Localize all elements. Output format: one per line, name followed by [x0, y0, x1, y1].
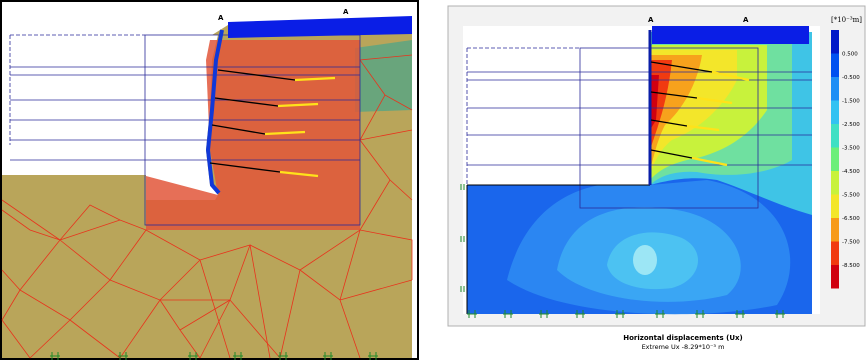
legend-value-label: -0.500: [842, 75, 860, 81]
legend-value-label: -5.500: [842, 193, 860, 199]
legend-value-label: -6.500: [842, 216, 860, 222]
legend-value-label: -1.500: [842, 99, 860, 105]
legend-swatch: [831, 100, 839, 124]
legend-value-label: -2.500: [842, 122, 860, 128]
surface-load-plate: [652, 26, 809, 44]
plot-caption-title: Horizontal displacements (Ux): [623, 334, 742, 342]
ground-anchors: [650, 61, 750, 167]
plot-caption-extreme: Extreme Ux -8.29*10⁻³ m: [642, 343, 725, 351]
soil-layer-top: [355, 40, 412, 112]
legend-swatch: [831, 171, 839, 195]
legend-values: 0.500 -0.500 -1.500 -2.500 -3.500 -4.500 -5.50…: [842, 52, 860, 270]
ground-anchors: [209, 69, 336, 178]
legend-unit-label: [*10⁻³m]: [831, 16, 862, 24]
legend-swatches: [831, 30, 839, 289]
legend-swatch: [831, 77, 839, 101]
excavation-area: [467, 32, 650, 185]
section-label-a2: A: [343, 8, 349, 16]
legend-value-label: -3.500: [842, 146, 860, 152]
displacement-view-canvas: A A [*10⁻³m] 0.500 -0.500 -1.500 -2.500 -3.5…: [447, 5, 866, 351]
soil-bench: [2, 175, 146, 200]
cluster-boundaries: [9, 34, 361, 226]
boundary-fixities: [460, 184, 785, 318]
legend-swatch: [831, 218, 839, 242]
legend-swatch: [831, 53, 839, 77]
surface-load-plate: [228, 16, 412, 38]
section-label-a1: A: [648, 16, 654, 24]
legend-value-label: -4.500: [842, 169, 860, 175]
displacement-view-panel: A A [*10⁻³m] 0.500 -0.500 -1.500 -2.500 -3.5…: [447, 0, 866, 362]
legend-value-label: -8.500: [842, 263, 860, 269]
refined-mesh-zone: [146, 40, 360, 230]
legend-swatch: [831, 241, 839, 265]
section-label-a2: A: [743, 16, 749, 24]
legend-swatch: [831, 265, 839, 289]
legend-value-label: 0.500: [842, 52, 858, 58]
mesh-lines: [1, 54, 413, 359]
section-label-a1: A: [218, 14, 224, 22]
legend-swatch: [831, 124, 839, 148]
cluster-boundaries: [466, 47, 812, 314]
color-legend: [*10⁻³m] 0.500 -0.500 -1.500 -2.500 -3.500 -4…: [831, 16, 862, 289]
mesh-view-panel: A A: [0, 0, 420, 362]
legend-swatch: [831, 30, 839, 54]
legend-value-label: -7.500: [842, 240, 860, 246]
legend-swatch: [831, 147, 839, 171]
excavation-area: [2, 35, 218, 200]
retaining-wall: [205, 29, 224, 195]
legend-swatch: [831, 194, 839, 218]
mesh-view-canvas: A A: [0, 0, 419, 360]
boundary-fixities: [50, 352, 378, 360]
